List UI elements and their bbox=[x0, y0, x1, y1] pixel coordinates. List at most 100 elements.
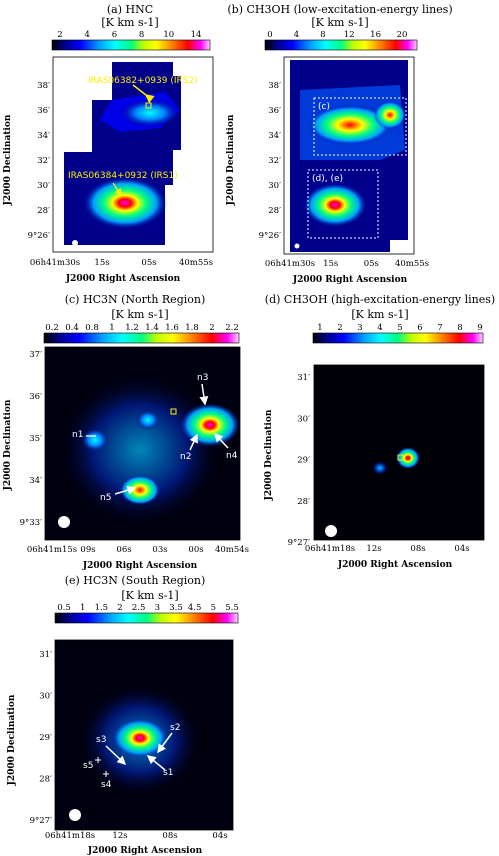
panel-c-label-n3: n3 bbox=[197, 373, 208, 383]
colorbar-tick-label: 2.2 bbox=[225, 323, 239, 333]
panel-e: (e) HC3N (South Region) [K km s-1] 0.5 1 1… bbox=[7, 574, 239, 856]
panel-e-label-s3: s3 bbox=[96, 735, 106, 745]
y-tick-label: 36′ bbox=[37, 106, 50, 116]
colorbar-tick-label: 0.8 bbox=[85, 323, 99, 333]
x-tick-label: 03s bbox=[152, 545, 167, 555]
panel-d-unit: [K km s-1] bbox=[351, 308, 408, 321]
colorbar-tick-label: 1.5 bbox=[95, 603, 109, 613]
panel-a-colorbar: 2 4 6 8 10 14 bbox=[51, 30, 211, 51]
panel-d-xlabel: J2000 Right Ascension bbox=[337, 560, 453, 570]
panel-c-xlabel: J2000 Right Ascension bbox=[82, 561, 198, 571]
colorbar-tick-label: 20 bbox=[397, 30, 408, 40]
panel-b-colorbar: 0 4 8 12 16 20 bbox=[264, 30, 418, 51]
panel-e-ylabel: J2000 Declination bbox=[7, 694, 17, 786]
colorbar-tick-label: 8 bbox=[320, 30, 325, 40]
colorbar-tick-label: 6 bbox=[112, 30, 117, 40]
colorbar-tick-label: 1 bbox=[109, 323, 114, 333]
colorbar-tick-label: 2 bbox=[337, 323, 342, 333]
panel-a-title: (a) HNC bbox=[107, 3, 153, 16]
panel-e-label-s2: s2 bbox=[170, 723, 180, 733]
y-tick-label: 9°27′ bbox=[288, 538, 310, 548]
y-tick-label: 35′ bbox=[29, 434, 42, 444]
panel-d-ylabel: J2000 Declination bbox=[264, 409, 274, 501]
y-tick-label: 9°27′ bbox=[30, 816, 52, 826]
panel-e-unit: [K km s-1] bbox=[121, 589, 178, 602]
panel-c-label-n4: n4 bbox=[226, 451, 238, 461]
panel-c-map: n1 n2 n3 n4 n5 bbox=[44, 346, 241, 541]
panel-e-label-s1: s1 bbox=[163, 768, 173, 778]
panel-e-label-s4: s4 bbox=[101, 780, 112, 790]
x-tick-label: 12s bbox=[112, 831, 127, 841]
panel-c-colorbar: 0.2 0.4 0.8 1 1.2 1.4 1.6 1.8 2 2.2 bbox=[43, 323, 240, 344]
x-tick-label: 08s bbox=[410, 544, 425, 554]
y-tick-label: 29′ bbox=[297, 456, 310, 466]
panel-c-label-n1: n1 bbox=[72, 430, 83, 440]
x-tick-label: 15s bbox=[323, 259, 338, 269]
colorbar-tick-label: 5.5 bbox=[225, 603, 239, 613]
colorbar-tick-label: 1 bbox=[317, 323, 322, 333]
panel-a-unit: [K km s-1] bbox=[101, 16, 158, 29]
colorbar-tick-label: 1 bbox=[80, 603, 85, 613]
colorbar-tick-label: 6 bbox=[417, 323, 422, 333]
colorbar-tick-label: 4 bbox=[377, 323, 382, 333]
y-tick-label: 32′ bbox=[37, 156, 50, 166]
y-tick-label: 30′ bbox=[37, 181, 50, 191]
y-tick-label: 34′ bbox=[29, 476, 42, 486]
y-tick-label: 9°33′ bbox=[20, 518, 42, 528]
x-tick-label: 06h41m30s bbox=[265, 259, 315, 269]
x-tick-label: 40m55s bbox=[179, 258, 213, 268]
panel-b-title: (b) CH3OH (low-excitation-energy lines) bbox=[227, 3, 452, 16]
y-tick-label: 34′ bbox=[37, 131, 50, 141]
colorbar-tick-label: 2.5 bbox=[132, 603, 146, 613]
panel-d: (d) CH3OH (high-excitation-energy lines)… bbox=[264, 293, 495, 570]
x-tick-label: 08s bbox=[162, 831, 177, 841]
panel-e-map: s1 s2 s3 s4 s5 bbox=[54, 639, 234, 831]
panel-b-ylabel: J2000 Declination bbox=[226, 114, 236, 206]
colorbar-tick-label: 3.5 bbox=[169, 603, 183, 613]
panel-e-label-s5: s5 bbox=[83, 761, 93, 771]
x-tick-label: 06h41m18s bbox=[45, 831, 95, 841]
panel-b-label-c: (c) bbox=[318, 102, 330, 112]
colorbar-tick-label: 0.4 bbox=[65, 323, 79, 333]
panel-a-label-irs2: IRAS06382+0939 (IRS2) bbox=[88, 76, 198, 86]
y-tick-label: 30′ bbox=[268, 181, 281, 191]
y-tick-label: 31′ bbox=[297, 373, 310, 383]
panel-c-ylabel: J2000 Declination bbox=[3, 399, 13, 491]
panel-b-label-de: (d), (e) bbox=[312, 174, 343, 184]
x-tick-label: 04s bbox=[212, 831, 227, 841]
panel-e-colorbar: 0.5 1 1.5 2 2.5 3 3.5 4.5 5 5.5 bbox=[54, 603, 239, 624]
colorbar-tick-label: 10 bbox=[163, 30, 174, 40]
colorbar-tick-label: 16 bbox=[370, 30, 381, 40]
y-tick-label: 38′ bbox=[268, 81, 281, 91]
x-tick-label: 40m55s bbox=[395, 259, 429, 269]
panel-d-map bbox=[313, 364, 485, 541]
colorbar-tick-label: 4 bbox=[294, 30, 299, 40]
y-tick-label: 28′ bbox=[268, 206, 281, 216]
x-tick-label: 06s bbox=[116, 545, 131, 555]
x-tick-label: 06h41m15s bbox=[27, 545, 77, 555]
x-tick-label: 12s bbox=[366, 544, 381, 554]
panel-a-label-irs1: IRAS06384+0932 (IRS1) bbox=[68, 171, 178, 181]
colorbar-tick-label: 12 bbox=[344, 30, 355, 40]
colorbar-tick-label: 0.5 bbox=[57, 603, 71, 613]
colorbar-tick-label: 8 bbox=[139, 30, 144, 40]
colorbar-tick-label: 4.5 bbox=[188, 603, 202, 613]
panel-b-map: (c) (d), (e) bbox=[283, 56, 415, 255]
y-tick-label: 30′ bbox=[297, 414, 310, 424]
panel-c-title: (c) HC3N (North Region) bbox=[65, 293, 206, 306]
y-tick-label: 36′ bbox=[268, 106, 281, 116]
colorbar-tick-label: 1.4 bbox=[145, 323, 159, 333]
x-tick-label: 06h41m18s bbox=[305, 544, 355, 554]
y-tick-label: 28′ bbox=[297, 497, 310, 507]
y-tick-label: 38′ bbox=[37, 81, 50, 91]
colorbar-tick-label: 4 bbox=[84, 30, 89, 40]
colorbar-tick-label: 2 bbox=[117, 603, 122, 613]
x-tick-label: 09s bbox=[80, 545, 95, 555]
x-tick-label: 00s bbox=[188, 545, 203, 555]
panel-b-unit: [K km s-1] bbox=[311, 16, 368, 29]
panel-e-title: (e) HC3N (South Region) bbox=[65, 574, 206, 587]
colorbar-tick-label: 3 bbox=[357, 323, 362, 333]
panel-c-label-n2: n2 bbox=[180, 452, 191, 462]
y-tick-label: 9°26′ bbox=[259, 231, 281, 241]
